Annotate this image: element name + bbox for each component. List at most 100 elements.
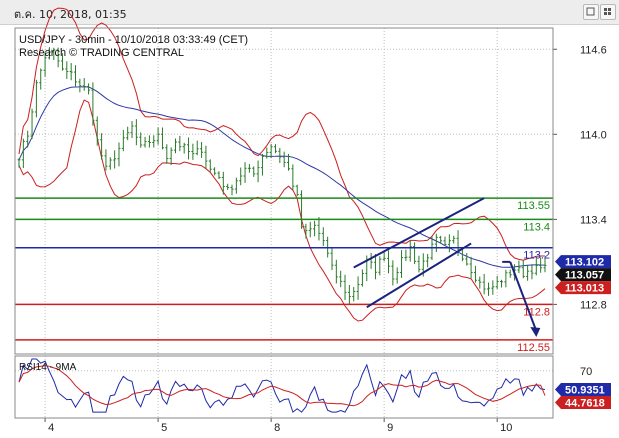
chart-subtitle: Research © TRADING CENTRAL: [19, 47, 184, 59]
y-tick-label: 113.4: [580, 214, 607, 226]
tile-button[interactable]: [600, 4, 616, 20]
price-bar: [486, 282, 490, 296]
channel-line: [353, 197, 485, 269]
price-bar: [169, 147, 173, 166]
rsi-tag: [555, 383, 611, 397]
price-bar: [178, 135, 182, 152]
x-tick-label: 10: [500, 422, 512, 434]
price-bar: [21, 138, 25, 169]
price-bar: [147, 135, 151, 148]
price-bar: [469, 256, 473, 279]
price-bar: [352, 286, 356, 302]
price-bar: [95, 116, 99, 146]
price-bar: [434, 233, 438, 253]
price-bar: [226, 183, 230, 190]
price-bar: [217, 171, 221, 179]
price-bar: [473, 265, 477, 283]
price-bar: [439, 235, 443, 244]
price-bar: [265, 147, 269, 159]
price-bar: [60, 53, 64, 71]
price-bar: [478, 276, 482, 289]
price-bar: [204, 145, 208, 169]
level-label: 113.55: [517, 200, 550, 212]
price-bar: [356, 276, 360, 300]
level-label: 112.55: [517, 342, 550, 354]
price-bar: [234, 177, 238, 194]
price-bar: [221, 171, 225, 195]
rsi-ma-line: [18, 365, 546, 407]
tile-icon: [604, 8, 611, 15]
price-bar: [452, 235, 456, 244]
price-bar: [313, 220, 317, 237]
chart-title: USD/JPY - 30min - 10/10/2018 03:33:49 (C…: [19, 34, 248, 46]
price-bar: [500, 279, 504, 288]
price-bar: [282, 151, 286, 168]
main-plot-frame: [14, 27, 554, 355]
price-bar: [482, 273, 486, 295]
price-bar: [291, 164, 295, 190]
x-tick-label: 8: [274, 422, 280, 434]
price-bar: [273, 144, 277, 154]
price-bar: [278, 147, 282, 163]
maximize-icon: [586, 7, 595, 16]
price-bar: [17, 158, 21, 168]
price-bar: [508, 269, 512, 278]
price-tag-label: 113.102: [565, 257, 604, 269]
price-bar: [182, 142, 186, 154]
price-bar: [208, 159, 212, 172]
price-bar: [465, 253, 469, 266]
price-bar: [126, 126, 130, 141]
price-bar: [121, 129, 125, 152]
price-bar: [47, 47, 51, 60]
y-tick-label: 112.8: [580, 299, 607, 311]
bollinger-upper: [18, 7, 545, 261]
price-bar: [52, 47, 56, 61]
price-bar: [91, 82, 95, 126]
price-bar: [213, 167, 217, 176]
projection-line: [509, 261, 538, 332]
price-bar: [321, 227, 325, 247]
price-bar: [387, 250, 391, 274]
bollinger-lower: [18, 99, 546, 322]
price-bar: [82, 78, 86, 91]
price-bar: [539, 257, 543, 273]
price-bar: [160, 127, 164, 150]
price-bar: [69, 63, 73, 81]
rsi-title: RSI14 - 9MA: [19, 362, 77, 373]
x-tick-label: 4: [48, 422, 54, 434]
price-bar: [495, 275, 499, 289]
price-bar: [330, 248, 334, 271]
price-bar: [343, 274, 347, 301]
price-bar: [239, 167, 243, 186]
price-bar: [39, 68, 43, 90]
price-bar: [400, 250, 404, 278]
moving-average-line: [18, 86, 546, 268]
price-bar: [139, 132, 143, 148]
maximize-button[interactable]: [583, 4, 599, 20]
price-bar: [360, 269, 364, 287]
price-bar: [395, 267, 399, 284]
price-bar: [378, 256, 382, 276]
rsi-panel: [18, 358, 546, 413]
rsi-line: [18, 358, 546, 413]
price-bar: [404, 249, 408, 261]
level-label: 113.2: [523, 250, 550, 262]
moving-average: [18, 86, 546, 268]
price-bar: [65, 61, 69, 80]
price-bar: [491, 280, 495, 295]
price-bar: [373, 254, 377, 280]
price-bar: [247, 164, 251, 173]
price-bar: [117, 142, 121, 167]
price-bar: [526, 264, 530, 281]
projection-arrow: [502, 260, 541, 337]
price-bar: [295, 184, 299, 197]
price-bar: [156, 127, 160, 145]
x-tick-label: 5: [161, 422, 167, 434]
price-bar: [369, 252, 373, 269]
price-bar: [269, 143, 273, 159]
price-bar: [426, 254, 430, 268]
price-tag: [555, 255, 611, 269]
price-bar: [108, 157, 112, 170]
